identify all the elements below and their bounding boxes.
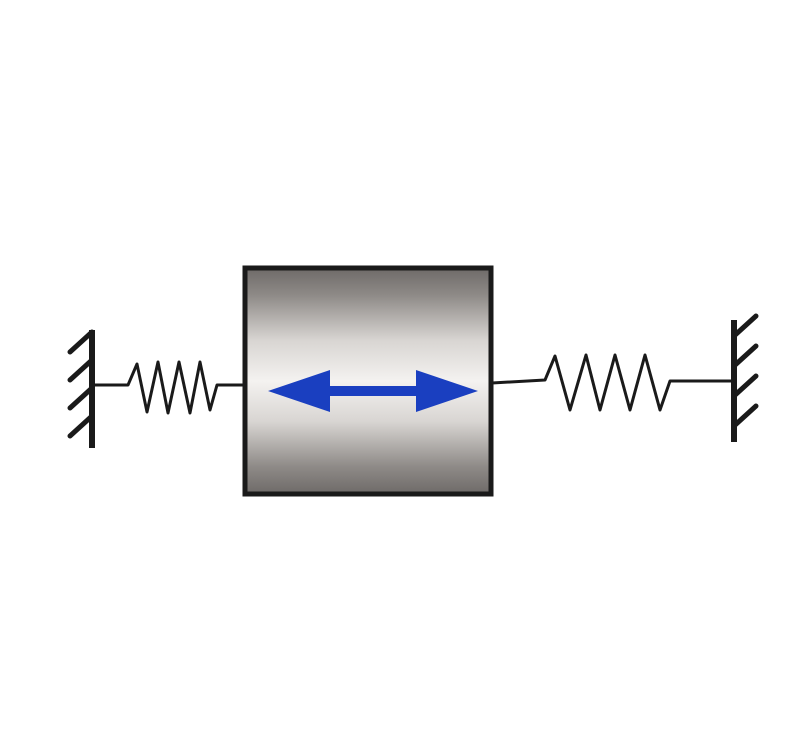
right-wall [731, 313, 759, 442]
mass-block [242, 265, 494, 497]
right-spring [490, 353, 737, 412]
left-wall [67, 329, 95, 448]
left-spring [90, 360, 247, 415]
motion-arrow [268, 370, 478, 412]
